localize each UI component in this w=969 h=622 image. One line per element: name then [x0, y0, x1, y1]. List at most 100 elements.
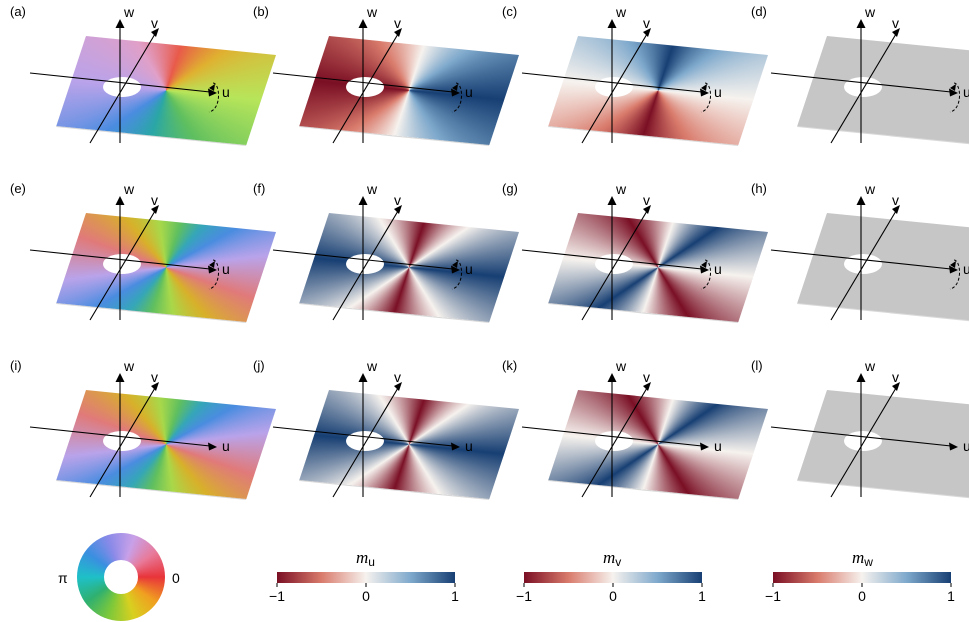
rotation-arrowhead	[209, 84, 215, 91]
panel: u vw (f)	[253, 181, 473, 321]
u-axis-label: u	[963, 84, 969, 100]
v-axis-label: v	[394, 369, 401, 385]
v-axis-label: v	[892, 369, 899, 385]
u-axis-label: u	[714, 84, 722, 100]
v-axis-arrowhead	[394, 28, 402, 37]
central-hole	[103, 431, 141, 451]
colorbar-title: mu	[356, 548, 375, 569]
colorbar-title: mw	[852, 548, 873, 569]
rotation-arrow	[451, 259, 462, 290]
rotation-arrow	[949, 82, 960, 113]
colorbar-subscript: u	[368, 555, 375, 569]
colorbar-symbol: m	[356, 548, 368, 567]
panel-label: (g)	[502, 181, 518, 196]
v-axis-arrowhead	[643, 28, 651, 37]
panel-label: (i)	[10, 358, 22, 373]
v-axis-label: v	[643, 369, 650, 385]
colorbar	[277, 572, 455, 583]
u-axis-label: u	[465, 438, 473, 454]
central-hole	[103, 77, 141, 97]
rotation-arrowhead	[701, 261, 707, 268]
colorbar-tick-label: 0	[609, 588, 617, 604]
v-axis-label: v	[394, 15, 401, 31]
w-axis-arrowhead	[358, 373, 368, 382]
colorbar-symbol: m	[603, 548, 615, 567]
v-axis-arrowhead	[892, 205, 900, 214]
panel: u vw (l)	[751, 358, 969, 498]
panel-label: (l)	[751, 358, 763, 373]
v-axis-label: v	[892, 192, 899, 208]
u-axis-label: u	[714, 438, 722, 454]
u-axis-arrowhead	[700, 442, 709, 451]
colorbar-tick-label: 1	[698, 588, 706, 604]
w-axis-arrowhead	[115, 19, 125, 28]
v-axis	[332, 387, 399, 498]
v-axis	[89, 387, 156, 498]
central-hole	[844, 431, 882, 451]
u-axis-label: u	[963, 261, 969, 277]
rotation-arrow	[451, 82, 462, 113]
u-axis-label: u	[222, 84, 230, 100]
w-axis-arrowhead	[607, 19, 617, 28]
w-axis-arrowhead	[358, 19, 368, 28]
u-axis-arrowhead	[208, 88, 217, 97]
central-hole	[595, 77, 633, 97]
w-axis-label: w	[615, 181, 627, 197]
w-axis-arrowhead	[115, 373, 125, 382]
u-axis-arrowhead	[949, 442, 958, 451]
v-axis	[332, 33, 399, 144]
colorbar-tick-label: −1	[516, 588, 532, 604]
wheel-left-label: π	[58, 570, 68, 586]
panel: u vw (c)	[502, 4, 722, 144]
v-axis-arrowhead	[892, 28, 900, 37]
v-axis-arrowhead	[643, 205, 651, 214]
colorbar-tick-label: −1	[269, 588, 285, 604]
u-axis-label: u	[465, 84, 473, 100]
w-axis-label: w	[615, 358, 627, 374]
panel-label: (d)	[751, 4, 767, 19]
v-axis-arrowhead	[643, 382, 651, 391]
w-axis-arrowhead	[607, 373, 617, 382]
panel-label: (a)	[10, 4, 26, 19]
w-axis-label: w	[615, 4, 627, 20]
panel: u vw (k)	[502, 358, 722, 498]
v-axis-label: v	[643, 192, 650, 208]
rotation-arrow	[949, 259, 960, 290]
w-axis-label: w	[366, 358, 378, 374]
rotation-arrowhead	[950, 84, 956, 91]
w-axis-arrowhead	[115, 196, 125, 205]
w-axis-arrowhead	[607, 196, 617, 205]
v-axis-arrowhead	[394, 382, 402, 391]
v-axis	[581, 210, 648, 321]
w-axis-arrowhead	[856, 196, 866, 205]
u-axis-arrowhead	[208, 442, 217, 451]
panel-label: (b)	[253, 4, 269, 19]
u-axis-label: u	[222, 261, 230, 277]
panel-label: (j)	[253, 358, 265, 373]
central-hole	[844, 254, 882, 274]
panel: u vw (h)	[751, 181, 969, 321]
rotation-arrow	[700, 82, 711, 113]
colorbar-tick-label: 0	[362, 588, 370, 604]
w-axis-label: w	[864, 4, 876, 20]
colorbar	[773, 572, 951, 583]
w-axis-label: w	[366, 4, 378, 20]
panel-label: (k)	[502, 358, 517, 373]
w-axis-label: w	[864, 358, 876, 374]
v-axis	[830, 387, 897, 498]
v-axis-arrowhead	[151, 205, 159, 214]
v-axis	[581, 33, 648, 144]
u-axis-label: u	[714, 261, 722, 277]
u-axis-arrowhead	[700, 265, 709, 274]
u-axis-arrowhead	[451, 88, 460, 97]
panel-label: (e)	[10, 181, 26, 196]
colorbar-tick-label: 1	[451, 588, 459, 604]
v-axis-label: v	[643, 15, 650, 31]
u-axis-arrowhead	[451, 265, 460, 274]
rotation-arrowhead	[950, 261, 956, 268]
v-axis-label: v	[394, 192, 401, 208]
v-axis	[830, 33, 897, 144]
u-axis-label: u	[465, 261, 473, 277]
rotation-arrowhead	[701, 84, 707, 91]
u-axis-arrowhead	[949, 265, 958, 274]
